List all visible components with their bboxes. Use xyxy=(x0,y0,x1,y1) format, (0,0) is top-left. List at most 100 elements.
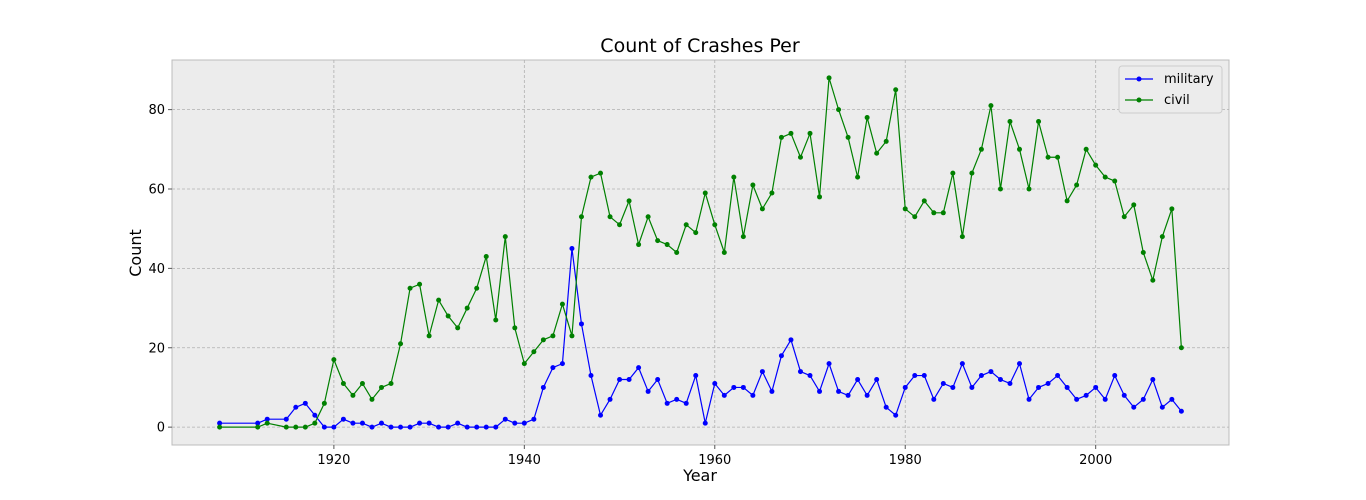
data-point-military xyxy=(778,353,784,359)
data-point-civil xyxy=(874,150,880,156)
data-point-civil xyxy=(559,301,565,307)
data-point-military xyxy=(855,377,861,383)
tick-labels: 1920 1940 1960 1980 2000 0 20 40 60 80 xyxy=(148,103,1112,468)
chart-title: Count of Crashes Per xyxy=(600,35,800,57)
data-point-military xyxy=(1178,408,1184,414)
data-point-military xyxy=(331,424,337,430)
data-point-military xyxy=(388,424,394,430)
data-point-military xyxy=(417,420,423,426)
legend-label-civil: civil xyxy=(1164,93,1190,108)
data-point-civil xyxy=(521,361,527,367)
data-point-civil xyxy=(769,190,775,196)
data-point-military xyxy=(1131,404,1137,410)
data-point-civil xyxy=(217,424,223,430)
data-point-civil xyxy=(1045,154,1051,160)
data-point-civil xyxy=(788,130,794,136)
data-point-civil xyxy=(978,146,984,152)
data-point-civil xyxy=(864,115,870,121)
data-point-military xyxy=(1093,384,1099,390)
data-point-civil xyxy=(398,341,404,347)
data-point-civil xyxy=(1093,162,1099,168)
data-point-civil xyxy=(969,170,975,176)
data-point-civil xyxy=(578,214,584,220)
data-point-civil xyxy=(893,87,899,93)
data-point-military xyxy=(1055,373,1061,379)
data-point-military xyxy=(398,424,404,430)
data-point-military xyxy=(845,392,851,398)
legend-box xyxy=(1118,65,1223,114)
data-point-military xyxy=(836,388,842,394)
data-point-military xyxy=(769,388,775,394)
data-point-military xyxy=(283,416,289,422)
data-point-military xyxy=(531,416,537,422)
data-point-military xyxy=(1121,392,1127,398)
data-point-military xyxy=(217,420,223,426)
data-point-civil xyxy=(1026,186,1032,192)
data-point-military xyxy=(607,396,613,402)
data-point-civil xyxy=(988,103,994,109)
data-point-civil xyxy=(702,190,708,196)
data-point-military xyxy=(1140,396,1146,402)
data-point-civil xyxy=(855,174,861,180)
data-point-military xyxy=(578,321,584,327)
data-point-civil xyxy=(683,222,689,228)
data-point-military xyxy=(407,424,413,430)
x-tick-label: 1980 xyxy=(889,453,922,468)
data-point-military xyxy=(969,384,975,390)
data-point-civil xyxy=(255,424,261,430)
data-point-civil xyxy=(740,234,746,240)
data-point-civil xyxy=(1074,182,1080,188)
data-point-civil xyxy=(731,174,737,180)
data-point-civil xyxy=(293,424,299,430)
data-point-civil xyxy=(778,134,784,140)
data-point-civil xyxy=(512,325,518,331)
data-point-military xyxy=(369,424,375,430)
data-point-military xyxy=(445,424,451,430)
data-point-civil xyxy=(655,238,661,244)
data-point-military xyxy=(636,365,642,371)
data-point-civil xyxy=(388,380,394,386)
data-point-military xyxy=(598,412,604,418)
data-point-military xyxy=(826,361,832,367)
data-point-military xyxy=(655,377,661,383)
x-tick-label: 1940 xyxy=(508,453,541,468)
data-point-civil xyxy=(1036,119,1042,125)
data-point-civil xyxy=(1112,178,1118,184)
data-point-civil xyxy=(588,174,594,180)
data-point-civil xyxy=(340,380,346,386)
data-point-military xyxy=(1026,396,1032,402)
data-point-military xyxy=(588,373,594,379)
data-point-civil xyxy=(921,198,927,204)
data-point-civil xyxy=(359,380,365,386)
data-point-civil xyxy=(331,357,337,363)
data-point-civil xyxy=(750,182,756,188)
data-point-military xyxy=(312,412,318,418)
data-point-military xyxy=(550,365,556,371)
data-point-military xyxy=(436,424,442,430)
data-point-military xyxy=(1064,384,1070,390)
data-point-military xyxy=(902,384,908,390)
legend-label-military: military xyxy=(1164,72,1214,87)
data-point-civil xyxy=(940,210,946,216)
legend-marker-military xyxy=(1136,76,1142,82)
data-point-military xyxy=(740,384,746,390)
data-point-civil xyxy=(426,333,432,339)
data-point-military xyxy=(759,369,765,375)
data-point-military xyxy=(950,384,956,390)
data-point-civil xyxy=(540,337,546,343)
data-point-military xyxy=(693,373,699,379)
plot-area xyxy=(171,59,1230,446)
data-point-military xyxy=(797,369,803,375)
data-point-civil xyxy=(1064,198,1070,204)
data-point-military xyxy=(521,420,527,426)
data-point-military xyxy=(988,369,994,375)
data-point-military xyxy=(912,373,918,379)
data-point-civil xyxy=(1102,174,1108,180)
data-point-military xyxy=(817,388,823,394)
data-point-civil xyxy=(350,392,356,398)
data-point-military xyxy=(702,420,708,426)
data-point-military xyxy=(712,380,718,386)
data-point-civil xyxy=(531,349,537,355)
